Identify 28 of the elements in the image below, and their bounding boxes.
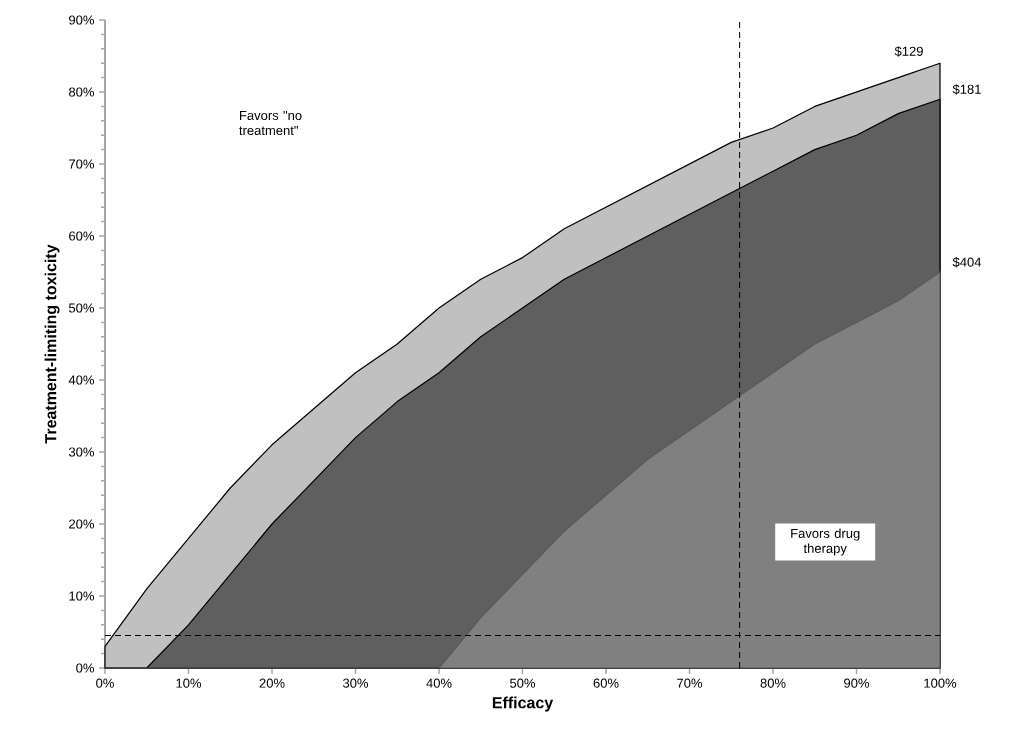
- series-label: $181: [952, 84, 981, 95]
- y-tick-label: 0%: [76, 663, 95, 673]
- x-axis-title: Efficacy: [492, 696, 554, 712]
- annotation: Favors "no treatment": [239, 110, 302, 136]
- series-label: $404: [952, 256, 982, 268]
- x-tick-label: 10%: [176, 678, 202, 688]
- x-tick-label: 90%: [844, 678, 870, 688]
- y-axis-title: Treatment-limiting toxicity: [44, 244, 60, 444]
- x-tick-label: 30%: [342, 678, 369, 688]
- x-tick-label: 50%: [510, 678, 536, 688]
- y-tick-label: 80%: [69, 87, 95, 97]
- y-tick-label: 70%: [69, 159, 95, 169]
- y-tick-label: 50%: [68, 303, 95, 313]
- y-tick-label: 10%: [69, 591, 95, 601]
- y-tick-label: 30%: [68, 447, 95, 457]
- y-tick-label: 20%: [69, 519, 95, 529]
- y-tick-label: 60%: [69, 231, 95, 241]
- x-tick-label: 0%: [96, 678, 114, 688]
- y-tick-label: 40%: [68, 375, 95, 385]
- x-tick-label: 100%: [924, 678, 957, 688]
- x-tick-label: 20%: [259, 678, 285, 688]
- x-tick-label: 80%: [760, 678, 786, 688]
- series-label: $129: [894, 46, 923, 57]
- x-tick-label: 70%: [677, 678, 703, 688]
- y-tick-label: 90%: [69, 15, 95, 25]
- annotation: Favors drug therapy: [791, 528, 860, 556]
- x-tick-label: 40%: [426, 678, 452, 688]
- x-tick-label: 60%: [593, 678, 619, 688]
